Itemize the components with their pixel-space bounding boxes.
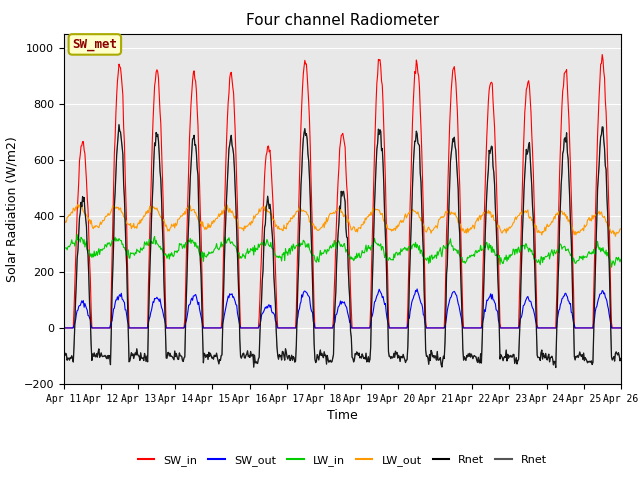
LW_out <box>70 206 78 212</box>
LW_in <box>607 264 615 270</box>
SW_out <box>410 292 418 298</box>
LW_in <box>185 238 193 243</box>
Rnet <box>70 342 78 348</box>
SW_in <box>184 190 192 195</box>
SW_in <box>410 84 418 89</box>
Line: LW_in: LW_in <box>64 234 621 267</box>
X-axis label: Time: Time <box>327 409 358 422</box>
LW_in <box>617 256 625 262</box>
Legend: SW_in, SW_out, LW_in, LW_out, Rnet, Rnet: SW_in, SW_out, LW_in, LW_out, Rnet, Rnet <box>133 451 552 471</box>
Line: SW_out: SW_out <box>64 289 621 328</box>
LW_in <box>411 244 419 250</box>
SW_in <box>617 325 625 331</box>
LW_in <box>70 240 78 246</box>
LW_out <box>128 223 136 229</box>
LW_out <box>74 202 82 207</box>
SW_in <box>214 325 221 331</box>
Rnet <box>214 358 222 363</box>
Rnet <box>60 352 68 358</box>
Rnet <box>115 122 123 128</box>
Title: Four channel Radiometer: Four channel Radiometer <box>246 13 439 28</box>
Rnet <box>552 365 559 371</box>
SW_out <box>214 325 221 331</box>
Rnet <box>185 220 193 226</box>
Rnet <box>428 348 435 353</box>
SW_out <box>428 325 435 331</box>
SW_out <box>60 325 68 331</box>
SW_in <box>127 325 135 331</box>
LW_out <box>617 226 625 232</box>
Rnet <box>428 348 435 353</box>
Rnet <box>214 358 222 363</box>
LW_in <box>74 231 81 237</box>
SW_out <box>617 325 625 331</box>
Y-axis label: Solar Radiation (W/m2): Solar Radiation (W/m2) <box>5 136 18 282</box>
Rnet <box>411 138 419 144</box>
LW_out <box>428 230 435 236</box>
Rnet <box>411 138 419 144</box>
Rnet <box>60 352 68 358</box>
Rnet <box>617 356 625 361</box>
Rnet <box>617 356 625 361</box>
LW_in <box>428 253 435 259</box>
SW_in <box>598 52 606 58</box>
LW_in <box>60 246 68 252</box>
SW_out <box>70 322 78 328</box>
Rnet <box>185 220 193 226</box>
LW_out <box>60 219 68 225</box>
Rnet <box>128 352 136 358</box>
Rnet <box>552 365 559 371</box>
SW_out <box>413 286 421 292</box>
SW_in <box>426 325 434 331</box>
Rnet <box>115 122 123 128</box>
LW_out <box>214 214 222 219</box>
Line: LW_out: LW_out <box>64 204 621 236</box>
LW_out <box>411 208 419 214</box>
SW_in <box>60 325 68 331</box>
SW_out <box>127 325 135 331</box>
Rnet <box>70 342 78 348</box>
Rnet <box>128 352 136 358</box>
SW_in <box>70 305 78 311</box>
Line: Rnet: Rnet <box>64 125 621 368</box>
Text: SW_met: SW_met <box>72 38 117 51</box>
LW_out <box>612 233 620 239</box>
SW_out <box>184 309 192 314</box>
Line: Rnet: Rnet <box>64 125 621 368</box>
LW_in <box>214 246 222 252</box>
LW_out <box>185 204 193 209</box>
LW_in <box>128 251 136 256</box>
Line: SW_in: SW_in <box>64 55 621 328</box>
